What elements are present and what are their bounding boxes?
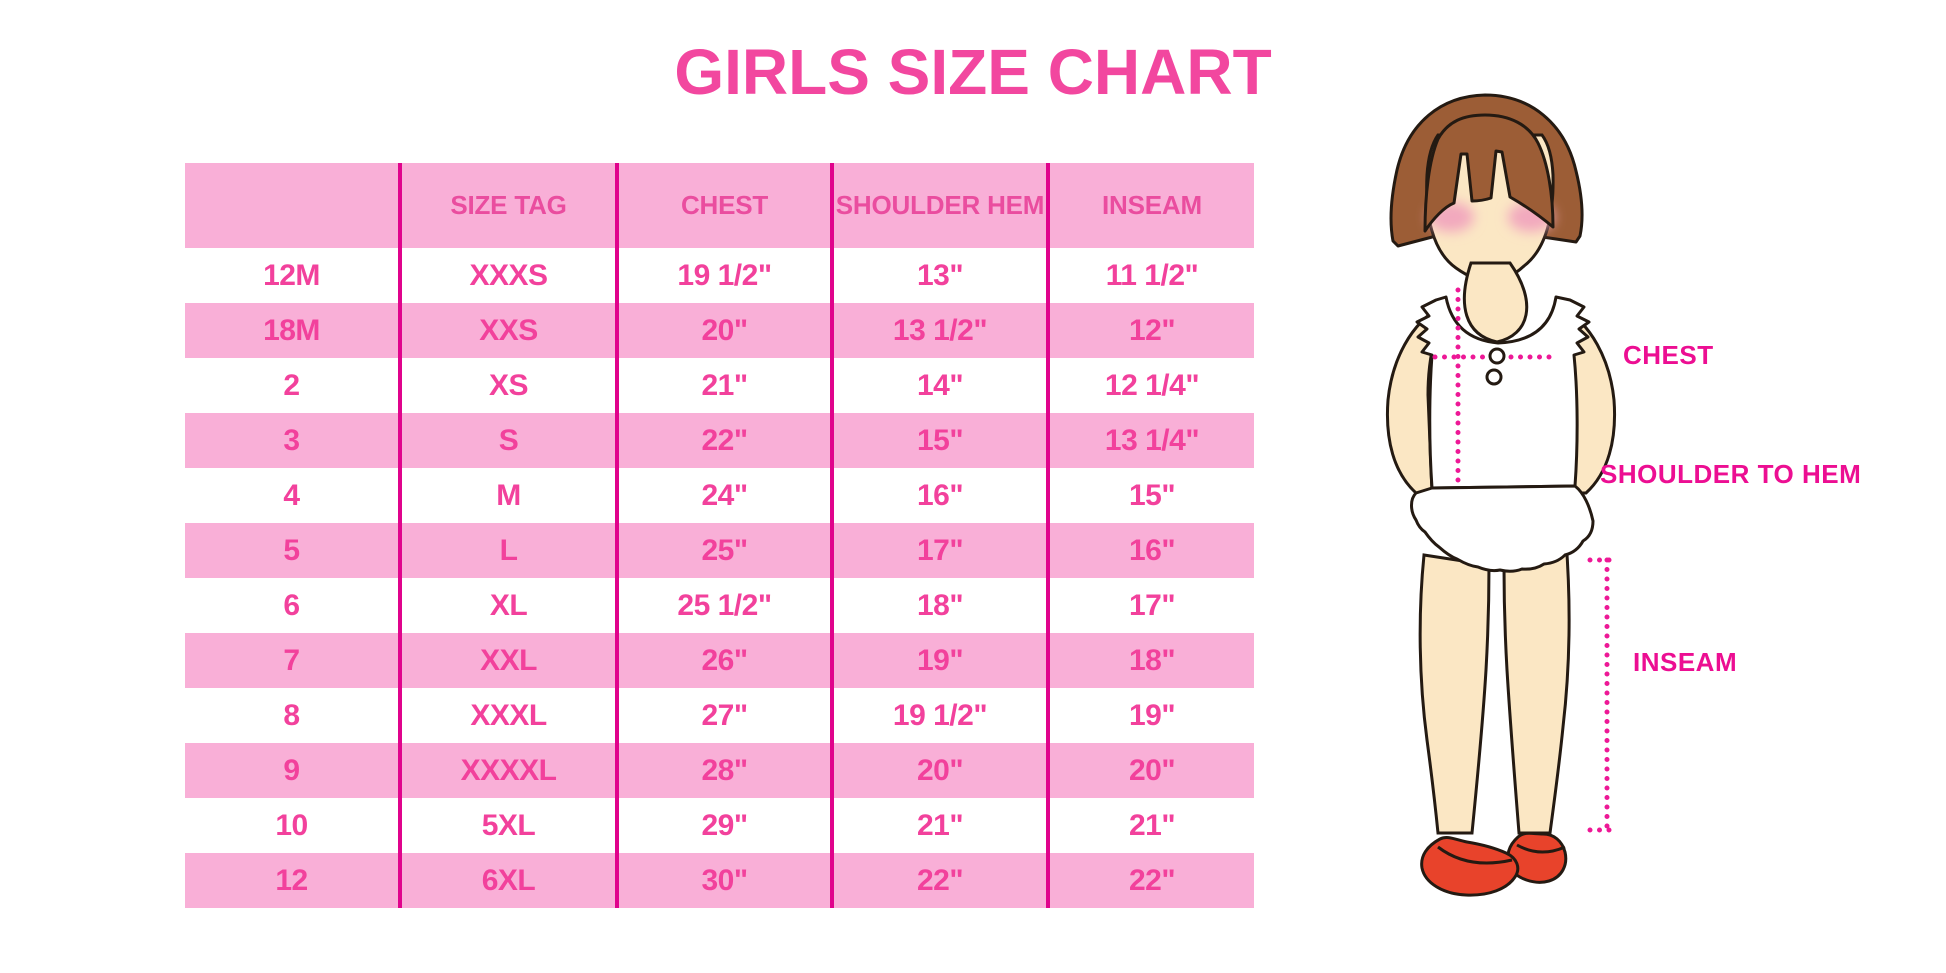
table-cell: 12" bbox=[1046, 303, 1254, 358]
table-cell: XXL bbox=[398, 633, 615, 688]
girl-shoes bbox=[1420, 831, 1568, 897]
table-cell: 18" bbox=[1046, 633, 1254, 688]
table-cell: XL bbox=[398, 578, 615, 633]
table-cell: 12M bbox=[263, 258, 320, 292]
table-cell: 30" bbox=[615, 853, 830, 908]
table-cell: 15" bbox=[1046, 468, 1254, 523]
table-cell: 21" bbox=[1046, 798, 1254, 853]
table-cell: 6 bbox=[283, 588, 300, 622]
table-cell: 19" bbox=[1046, 688, 1254, 743]
table-cell: 7 bbox=[185, 633, 398, 688]
table-cell: 13 1/2" bbox=[830, 303, 1046, 358]
girl-bangs bbox=[1423, 113, 1555, 233]
table-cell: S bbox=[398, 413, 615, 468]
column-header-shoulder-hem: SHOULDER HEM bbox=[830, 163, 1046, 248]
table-cell: 2 bbox=[283, 368, 300, 402]
table-cell: 28" bbox=[615, 743, 830, 798]
table-cell: 3 bbox=[185, 413, 398, 468]
girl-skirt bbox=[1410, 484, 1595, 573]
table-cell: 16" bbox=[830, 468, 1046, 523]
table-cell: 19 1/2" bbox=[615, 248, 830, 303]
girl-illustration: CHEST SHOULDER TO HEM INSEAM bbox=[1385, 93, 1861, 897]
table-cell: 25" bbox=[615, 523, 830, 578]
table-cell: L bbox=[398, 523, 615, 578]
table-cell: 11 1/2" bbox=[1046, 248, 1254, 303]
table-cell: 17" bbox=[830, 523, 1046, 578]
table-cell: 20" bbox=[615, 303, 830, 358]
table-cell: 6XL bbox=[398, 853, 615, 908]
table-cell: 17" bbox=[1046, 578, 1254, 633]
size-table: SIZE TAG CHEST SHOULDER HEM INSEAM 12M X… bbox=[185, 163, 1254, 908]
table-cell: XXXS bbox=[398, 248, 615, 303]
girl-top bbox=[1415, 295, 1591, 490]
column-header-blank bbox=[185, 163, 398, 248]
table-cell: XXXXL bbox=[398, 743, 615, 798]
inseam-label: INSEAM bbox=[1633, 647, 1737, 677]
shirt-button bbox=[1488, 347, 1506, 365]
table-cell: XXXL bbox=[398, 688, 615, 743]
chest-label: CHEST bbox=[1623, 340, 1714, 370]
table-cell: XXS bbox=[398, 303, 615, 358]
table-cell: 29" bbox=[615, 798, 830, 853]
table-cell: 13" bbox=[830, 248, 1046, 303]
table-cell: XS bbox=[398, 358, 615, 413]
girl-neck bbox=[1462, 261, 1529, 344]
table-cell: 22" bbox=[830, 853, 1046, 908]
table-cell: 22" bbox=[1046, 853, 1254, 908]
table-cell: 14" bbox=[830, 358, 1046, 413]
table-cell: 21" bbox=[830, 798, 1046, 853]
table-cell: 12 1/4" bbox=[1046, 358, 1254, 413]
table-cell: 13 1/4" bbox=[1046, 413, 1254, 468]
table-cell: 18" bbox=[830, 578, 1046, 633]
table-cell: 26" bbox=[615, 633, 830, 688]
table-cell: 15" bbox=[830, 413, 1046, 468]
table-cell: 12 bbox=[185, 853, 398, 908]
table-cell: 19" bbox=[830, 633, 1046, 688]
table-cell: 20" bbox=[1046, 743, 1254, 798]
table-cell: 5 bbox=[185, 523, 398, 578]
table-cell: 8 bbox=[283, 698, 300, 732]
table-cell: 27" bbox=[615, 688, 830, 743]
column-header-inseam: INSEAM bbox=[1046, 163, 1254, 248]
table-cell: 18M bbox=[185, 303, 398, 358]
table-cell: 25 1/2" bbox=[615, 578, 830, 633]
table-cell: 19 1/2" bbox=[830, 688, 1046, 743]
table-cell: M bbox=[398, 468, 615, 523]
table-cell: 10 bbox=[275, 808, 308, 842]
page-title: GIRLS SIZE CHART bbox=[674, 36, 1272, 108]
table-cell: 20" bbox=[830, 743, 1046, 798]
table-cell: 16" bbox=[1046, 523, 1254, 578]
table-cell: 24" bbox=[615, 468, 830, 523]
table-cell: 9 bbox=[185, 743, 398, 798]
shirt-button bbox=[1485, 368, 1503, 386]
table-cell: 21" bbox=[615, 358, 830, 413]
column-header-chest: CHEST bbox=[615, 163, 830, 248]
table-cell: 5XL bbox=[398, 798, 615, 853]
table-cell: 4 bbox=[283, 478, 300, 512]
table-cell: 22" bbox=[615, 413, 830, 468]
shoulder-to-hem-label: SHOULDER TO HEM bbox=[1600, 459, 1861, 489]
column-header-size-tag: SIZE TAG bbox=[398, 163, 615, 248]
girl-legs bbox=[1418, 537, 1571, 835]
